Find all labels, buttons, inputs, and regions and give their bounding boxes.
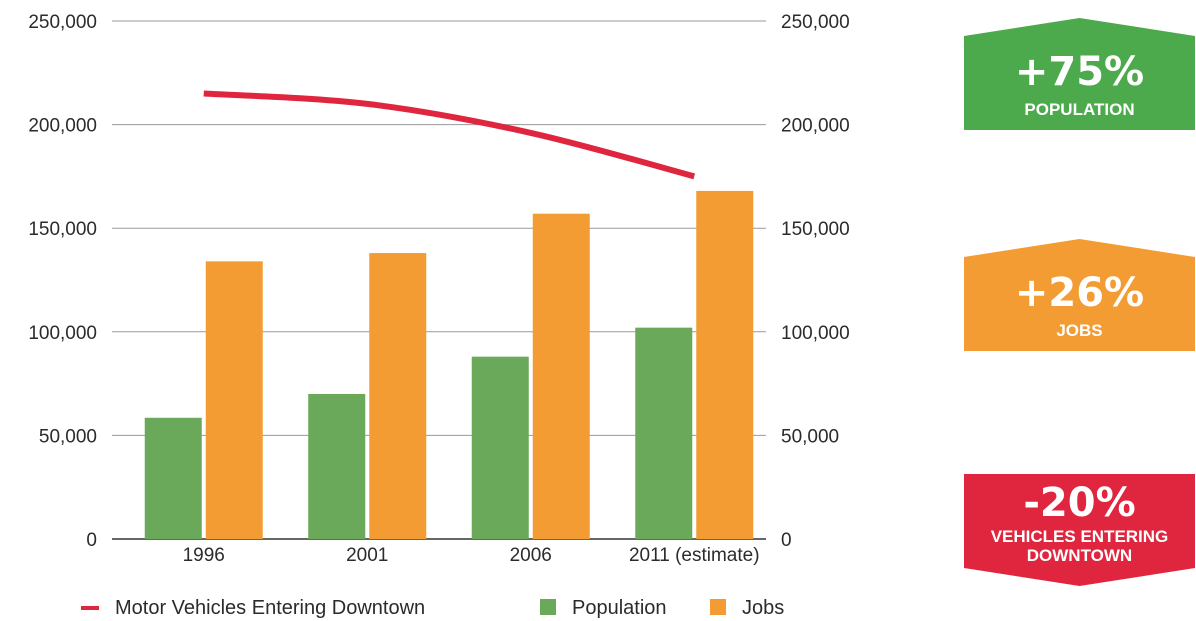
- badge-value: +75%: [1015, 49, 1144, 95]
- x-axis: 1996 2001 2006 2011 (estimate): [183, 545, 760, 566]
- x-tick-label: 2001: [346, 545, 388, 566]
- badge-label: POPULATION: [1024, 100, 1134, 119]
- x-tick-label: 2011 (estimate): [629, 545, 760, 566]
- legend-label: Population: [572, 597, 667, 619]
- legend-swatch-line: [81, 606, 99, 610]
- bar-population: [308, 393, 366, 539]
- badge-label: DOWNTOWN: [1027, 546, 1132, 565]
- y-tick-label-right: 250,000: [781, 12, 850, 33]
- badge-shape: [964, 239, 1195, 351]
- y-tick-label-right: 50,000: [781, 426, 839, 447]
- y-tick-label-left: 150,000: [28, 219, 97, 240]
- legend-swatch-square: [540, 599, 556, 615]
- legend: Motor Vehicles Entering Downtown Populati…: [81, 597, 784, 619]
- x-tick-label: 2006: [510, 545, 552, 566]
- badge: +26% JOBS: [964, 239, 1195, 351]
- y-tick-label-right: 100,000: [781, 323, 850, 344]
- y-tick-label-right: 150,000: [781, 219, 850, 240]
- y-tick-label-right: 200,000: [781, 116, 850, 137]
- bar-jobs: [696, 190, 754, 540]
- bar-jobs: [369, 253, 427, 539]
- badge-value: +26%: [1015, 270, 1144, 316]
- y-tick-label-left: 250,000: [28, 12, 97, 33]
- badge-shape: [964, 18, 1195, 130]
- bar-jobs: [205, 261, 263, 539]
- bar-population: [471, 356, 529, 539]
- badge: +75% POPULATION: [964, 18, 1195, 130]
- y-tick-label-left: 100,000: [28, 323, 97, 344]
- y-tick-label-left: 0: [86, 530, 97, 551]
- legend-swatch-square: [710, 599, 726, 615]
- y-tick-label-left: 200,000: [28, 116, 97, 137]
- badge-label: VEHICLES ENTERING: [991, 527, 1169, 546]
- left-axis: 0 50,000 100,000 150,000 200,000 250,000: [28, 12, 97, 551]
- badge-label: JOBS: [1056, 321, 1102, 340]
- badge-shape: [964, 474, 1195, 586]
- bar-population: [635, 327, 693, 539]
- legend-label: Jobs: [742, 597, 784, 619]
- series-line-motor-vehicles-entering-downtown: [203, 90, 696, 180]
- legend-label: Motor Vehicles Entering Downtown: [115, 597, 425, 619]
- bar-jobs: [532, 213, 590, 540]
- x-tick-label: 1996: [183, 545, 225, 566]
- bars: [144, 190, 754, 540]
- y-tick-label-right: 0: [781, 530, 792, 551]
- badge-value: -20%: [1023, 480, 1135, 526]
- bar-population: [144, 417, 202, 539]
- vehicles-line: [203, 90, 696, 180]
- right-axis: 0 50,000 100,000 150,000 200,000 250,000: [781, 12, 850, 551]
- y-tick-label-left: 50,000: [39, 426, 97, 447]
- badges: +75% POPULATION +26% JOBS -20%VEHICLES ENTER…: [964, 18, 1195, 586]
